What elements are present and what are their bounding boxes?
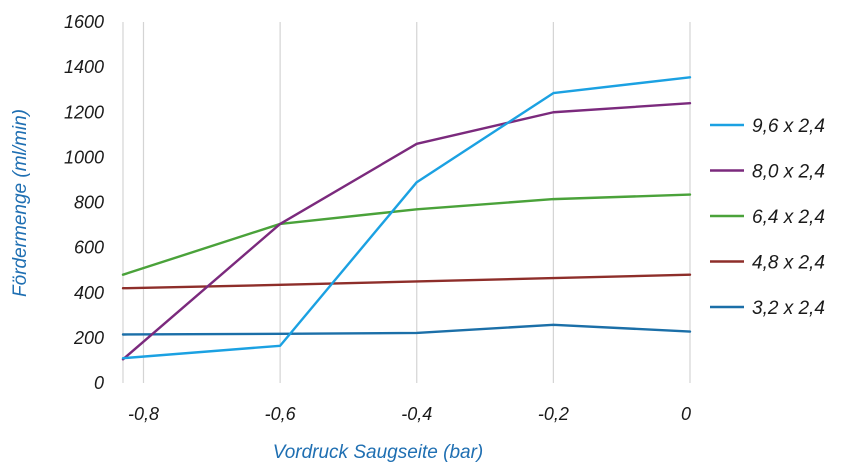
legend-label: 9,6 x 2,4	[752, 116, 825, 137]
y-tick-label: 0	[94, 373, 104, 393]
legend-label: 3,2 x 2,4	[752, 298, 825, 319]
series-line-8-0-x-2-4	[121, 102, 692, 361]
grid	[122, 22, 691, 383]
x-tick-label: -0,6	[265, 404, 297, 424]
series-line-4-8-x-2-4	[121, 273, 692, 290]
legend-label: 6,4 x 2,4	[752, 207, 825, 228]
series-line-6-4-x-2-4	[121, 193, 692, 276]
x-axis-title: Vordruck Saugseite (bar)	[273, 442, 484, 463]
y-tick-label: 1000	[64, 147, 104, 167]
x-tick-label: -0,2	[538, 404, 569, 424]
y-tick-labels: 0 200 400 600 800 1000 1200 1400 1600	[64, 12, 104, 393]
y-tick-label: 1400	[64, 57, 104, 77]
x-tick-label: -0,4	[401, 404, 432, 424]
y-tick-label: 400	[74, 283, 104, 303]
y-tick-label: 600	[74, 238, 104, 258]
series-line-3-2-x-2-4	[121, 323, 692, 336]
x-tick-label: 0	[681, 404, 691, 424]
y-axis-title: Fördermenge (ml/min)	[10, 109, 31, 297]
legend: 9,6 x 2,4 8,0 x 2,4 6,4 x 2,4 4,8 x 2,4 3,2 …	[710, 116, 825, 319]
y-tick-label: 1600	[64, 12, 104, 32]
x-tick-label: -0,8	[128, 404, 159, 424]
y-tick-label: 1200	[64, 102, 104, 122]
series-line-9-6-x-2-4	[121, 76, 692, 360]
y-tick-label: 200	[73, 328, 104, 348]
legend-label: 4,8 x 2,4	[752, 253, 825, 274]
legend-label: 8,0 x 2,4	[752, 162, 825, 183]
y-tick-label: 800	[74, 193, 104, 213]
x-tick-labels: -0,8 -0,6 -0,4 -0,2 0	[128, 404, 691, 424]
series-lines	[121, 76, 692, 361]
